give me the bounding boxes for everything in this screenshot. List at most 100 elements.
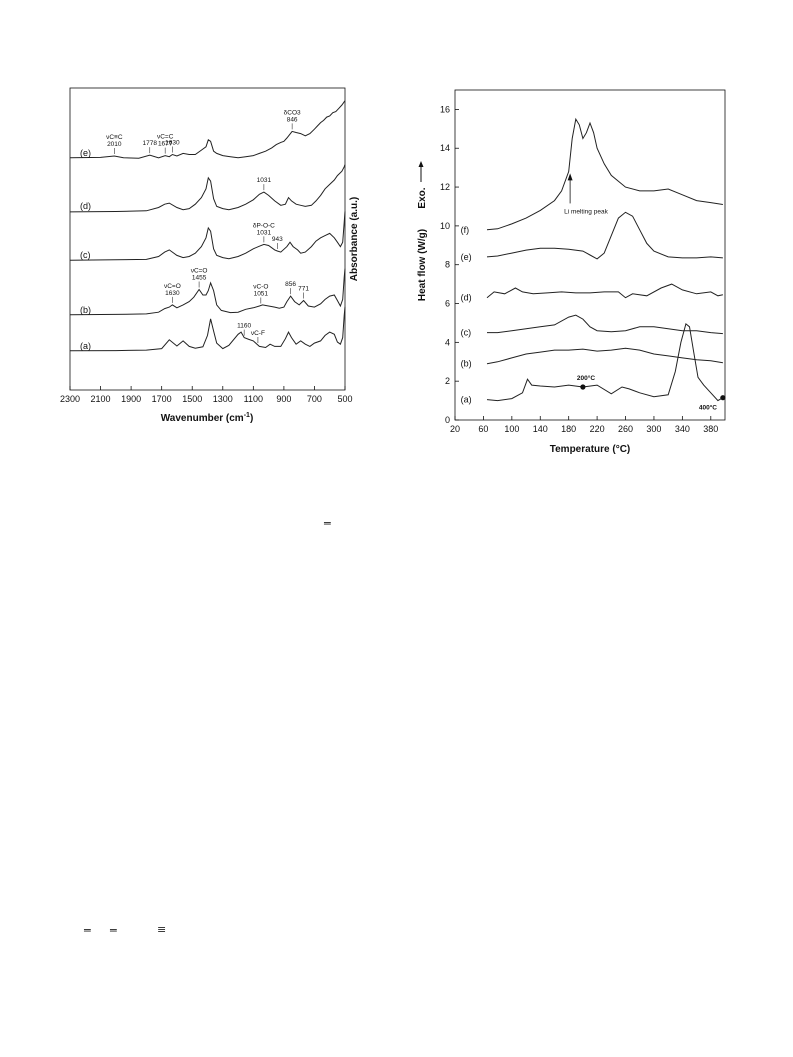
ftir-y-axis-title: Absorbance (a.u.) xyxy=(349,197,360,281)
ftir-panel: 2300 2100 1900 1700 1500 1300 1100 900 700 500 (a… xyxy=(60,87,360,424)
ftir-trace-e xyxy=(69,100,346,159)
ftir-x-axis: 2300 2100 1900 1700 1500 1300 1100 900 700 500 xyxy=(60,386,353,404)
dsc-y-tick-label: 6 xyxy=(445,299,450,309)
dsc-traces xyxy=(486,117,724,402)
dsc-y-tick-label: 8 xyxy=(445,260,450,270)
dsc-x-axis-title: Temperature (°C) xyxy=(550,444,631,455)
ftir-annotation-label: 1630 xyxy=(165,140,180,147)
ftir-trace-label: (d) xyxy=(80,201,91,211)
ftir-trace-label: (e) xyxy=(80,148,91,158)
dsc-exo-arrow xyxy=(418,161,424,182)
dsc-x-axis: 20 60 100 140 180 220 260 300 340 380 xyxy=(450,416,718,434)
ftir-traces xyxy=(69,100,346,352)
ftir-x-tick-label: 500 xyxy=(337,394,352,404)
dsc-plot-frame xyxy=(454,89,726,421)
dsc-y-tick-label: 4 xyxy=(445,337,450,347)
ftir-annotation-value: 1051 xyxy=(254,291,269,298)
ftir-x-tick-label: 1500 xyxy=(182,394,202,404)
dsc-x-tick-label: 140 xyxy=(533,424,548,434)
dsc-trace-d xyxy=(486,283,723,299)
dsc-trace-label: (f) xyxy=(461,225,470,235)
ftir-x-tick-label: 1700 xyxy=(152,394,172,404)
ftir-x-tick-label: 2300 xyxy=(60,394,80,404)
ftir-annotation-value: 2010 xyxy=(107,141,122,148)
ftir-annotation-label: 1778 xyxy=(143,140,158,147)
ftir-x-axis-title: Wavenumber (cm-1) xyxy=(161,412,254,424)
dsc-trace-label: (e) xyxy=(461,252,472,262)
dsc-y-tick-label: 12 xyxy=(440,182,450,192)
dsc-trace-b xyxy=(486,347,723,365)
ftir-trace-c xyxy=(69,211,346,261)
ftir-annotation-label: 943 xyxy=(272,236,283,243)
dsc-x-tick-label: 100 xyxy=(504,424,519,434)
dsc-trace-label: (c) xyxy=(461,328,472,338)
ftir-annotation-label: νC-F xyxy=(251,330,265,337)
dsc-trace-a xyxy=(486,323,724,402)
ftir-trace-label: (a) xyxy=(80,341,91,351)
ftir-trace-d xyxy=(69,164,346,213)
dsc-trace-e xyxy=(486,211,723,260)
double-bond-glyph: ═ xyxy=(110,924,117,937)
marker-200c xyxy=(580,384,586,390)
ftir-annotation-label: δP-O-C xyxy=(253,222,275,229)
triple-bond-glyph: ≡ xyxy=(157,923,167,936)
ftir-x-tick-label: 900 xyxy=(276,394,291,404)
ftir-plot-frame xyxy=(69,87,346,391)
marker-400c xyxy=(720,395,726,401)
dsc-y-axis-title: Heat flow (W/g) xyxy=(417,229,428,301)
dsc-trace-f xyxy=(486,117,723,231)
ftir-x-tick-label: 1100 xyxy=(244,394,263,404)
dsc-trace-label: (b) xyxy=(461,359,472,369)
dsc-x-tick-label: 60 xyxy=(478,424,488,434)
dsc-x-tick-label: 340 xyxy=(675,424,690,434)
ftir-annotation-label: 771 xyxy=(298,286,309,293)
ftir-annotation-value: 1677 xyxy=(158,141,173,148)
dsc-y-axis: 0 2 4 6 8 10 12 14 16 xyxy=(440,104,459,425)
dsc-trace-labels: (a) (b) (c) (d) (e) (f) xyxy=(461,225,472,405)
ftir-x-tick-label: 1900 xyxy=(121,394,141,404)
ftir-annotation-label: 1031 xyxy=(257,177,272,184)
label-400c: 400°C xyxy=(699,404,717,412)
ftir-trace-label: (b) xyxy=(80,305,91,315)
ftir-annotation-label: νC-O xyxy=(253,284,268,291)
dsc-x-tick-label: 380 xyxy=(703,424,718,434)
dsc-x-tick-label: 220 xyxy=(590,424,605,434)
dsc-x-tick-label: 180 xyxy=(561,424,576,434)
double-bond-glyph: ═ xyxy=(84,924,91,937)
ftir-x-tick-label: 700 xyxy=(307,394,322,404)
dsc-y-tick-label: 10 xyxy=(440,221,450,231)
ftir-trace-b xyxy=(69,268,346,316)
ftir-annotation-value: 1455 xyxy=(192,275,207,282)
dsc-y-tick-label: 2 xyxy=(445,376,450,386)
ftir-trace-a xyxy=(69,306,346,352)
ftir-trace-label: (c) xyxy=(80,250,91,260)
li-melting-arrowhead xyxy=(567,173,573,181)
ftir-annotation-label: 856 xyxy=(285,281,296,288)
ftir-annotation-label: νC≡C xyxy=(106,134,123,141)
dsc-trace-label: (a) xyxy=(461,395,472,405)
dsc-exo-label: Exo. xyxy=(417,187,428,208)
dsc-trace-label: (d) xyxy=(461,293,472,303)
dsc-panel: 20 60 100 140 180 220 260 300 340 380 0 2 4 6 8 10 12 14… xyxy=(417,89,726,455)
dsc-y-tick-label: 16 xyxy=(440,104,450,114)
ftir-trace-labels: (a) (b) (c) (d) (e) xyxy=(80,148,91,351)
ftir-annotation-label: νC=C xyxy=(157,134,174,141)
ftir-x-tick-label: 2100 xyxy=(91,394,111,404)
dsc-trace-c xyxy=(487,314,723,335)
dsc-x-tick-label: 20 xyxy=(450,424,460,434)
li-melting-label: Li melting peak xyxy=(564,208,608,215)
ftir-annotation-label: νC=O xyxy=(191,268,208,275)
ftir-annotation-label: δCO3 xyxy=(284,109,301,116)
ftir-annotation-value: 1630 xyxy=(165,290,180,297)
dsc-x-tick-label: 260 xyxy=(618,424,633,434)
dsc-y-tick-label: 0 xyxy=(445,415,450,425)
ftir-annotation-value: 846 xyxy=(287,116,298,123)
ftir-annotation-label: νC=O xyxy=(164,283,181,290)
double-bond-glyph: ═ xyxy=(324,517,331,530)
ftir-annotation-value: 1031 xyxy=(257,229,272,236)
ftir-x-tick-label: 1300 xyxy=(213,394,233,404)
dsc-annotations: Li melting peak 200°C 400°C xyxy=(564,173,726,412)
dsc-y-tick-label: 14 xyxy=(440,143,450,153)
